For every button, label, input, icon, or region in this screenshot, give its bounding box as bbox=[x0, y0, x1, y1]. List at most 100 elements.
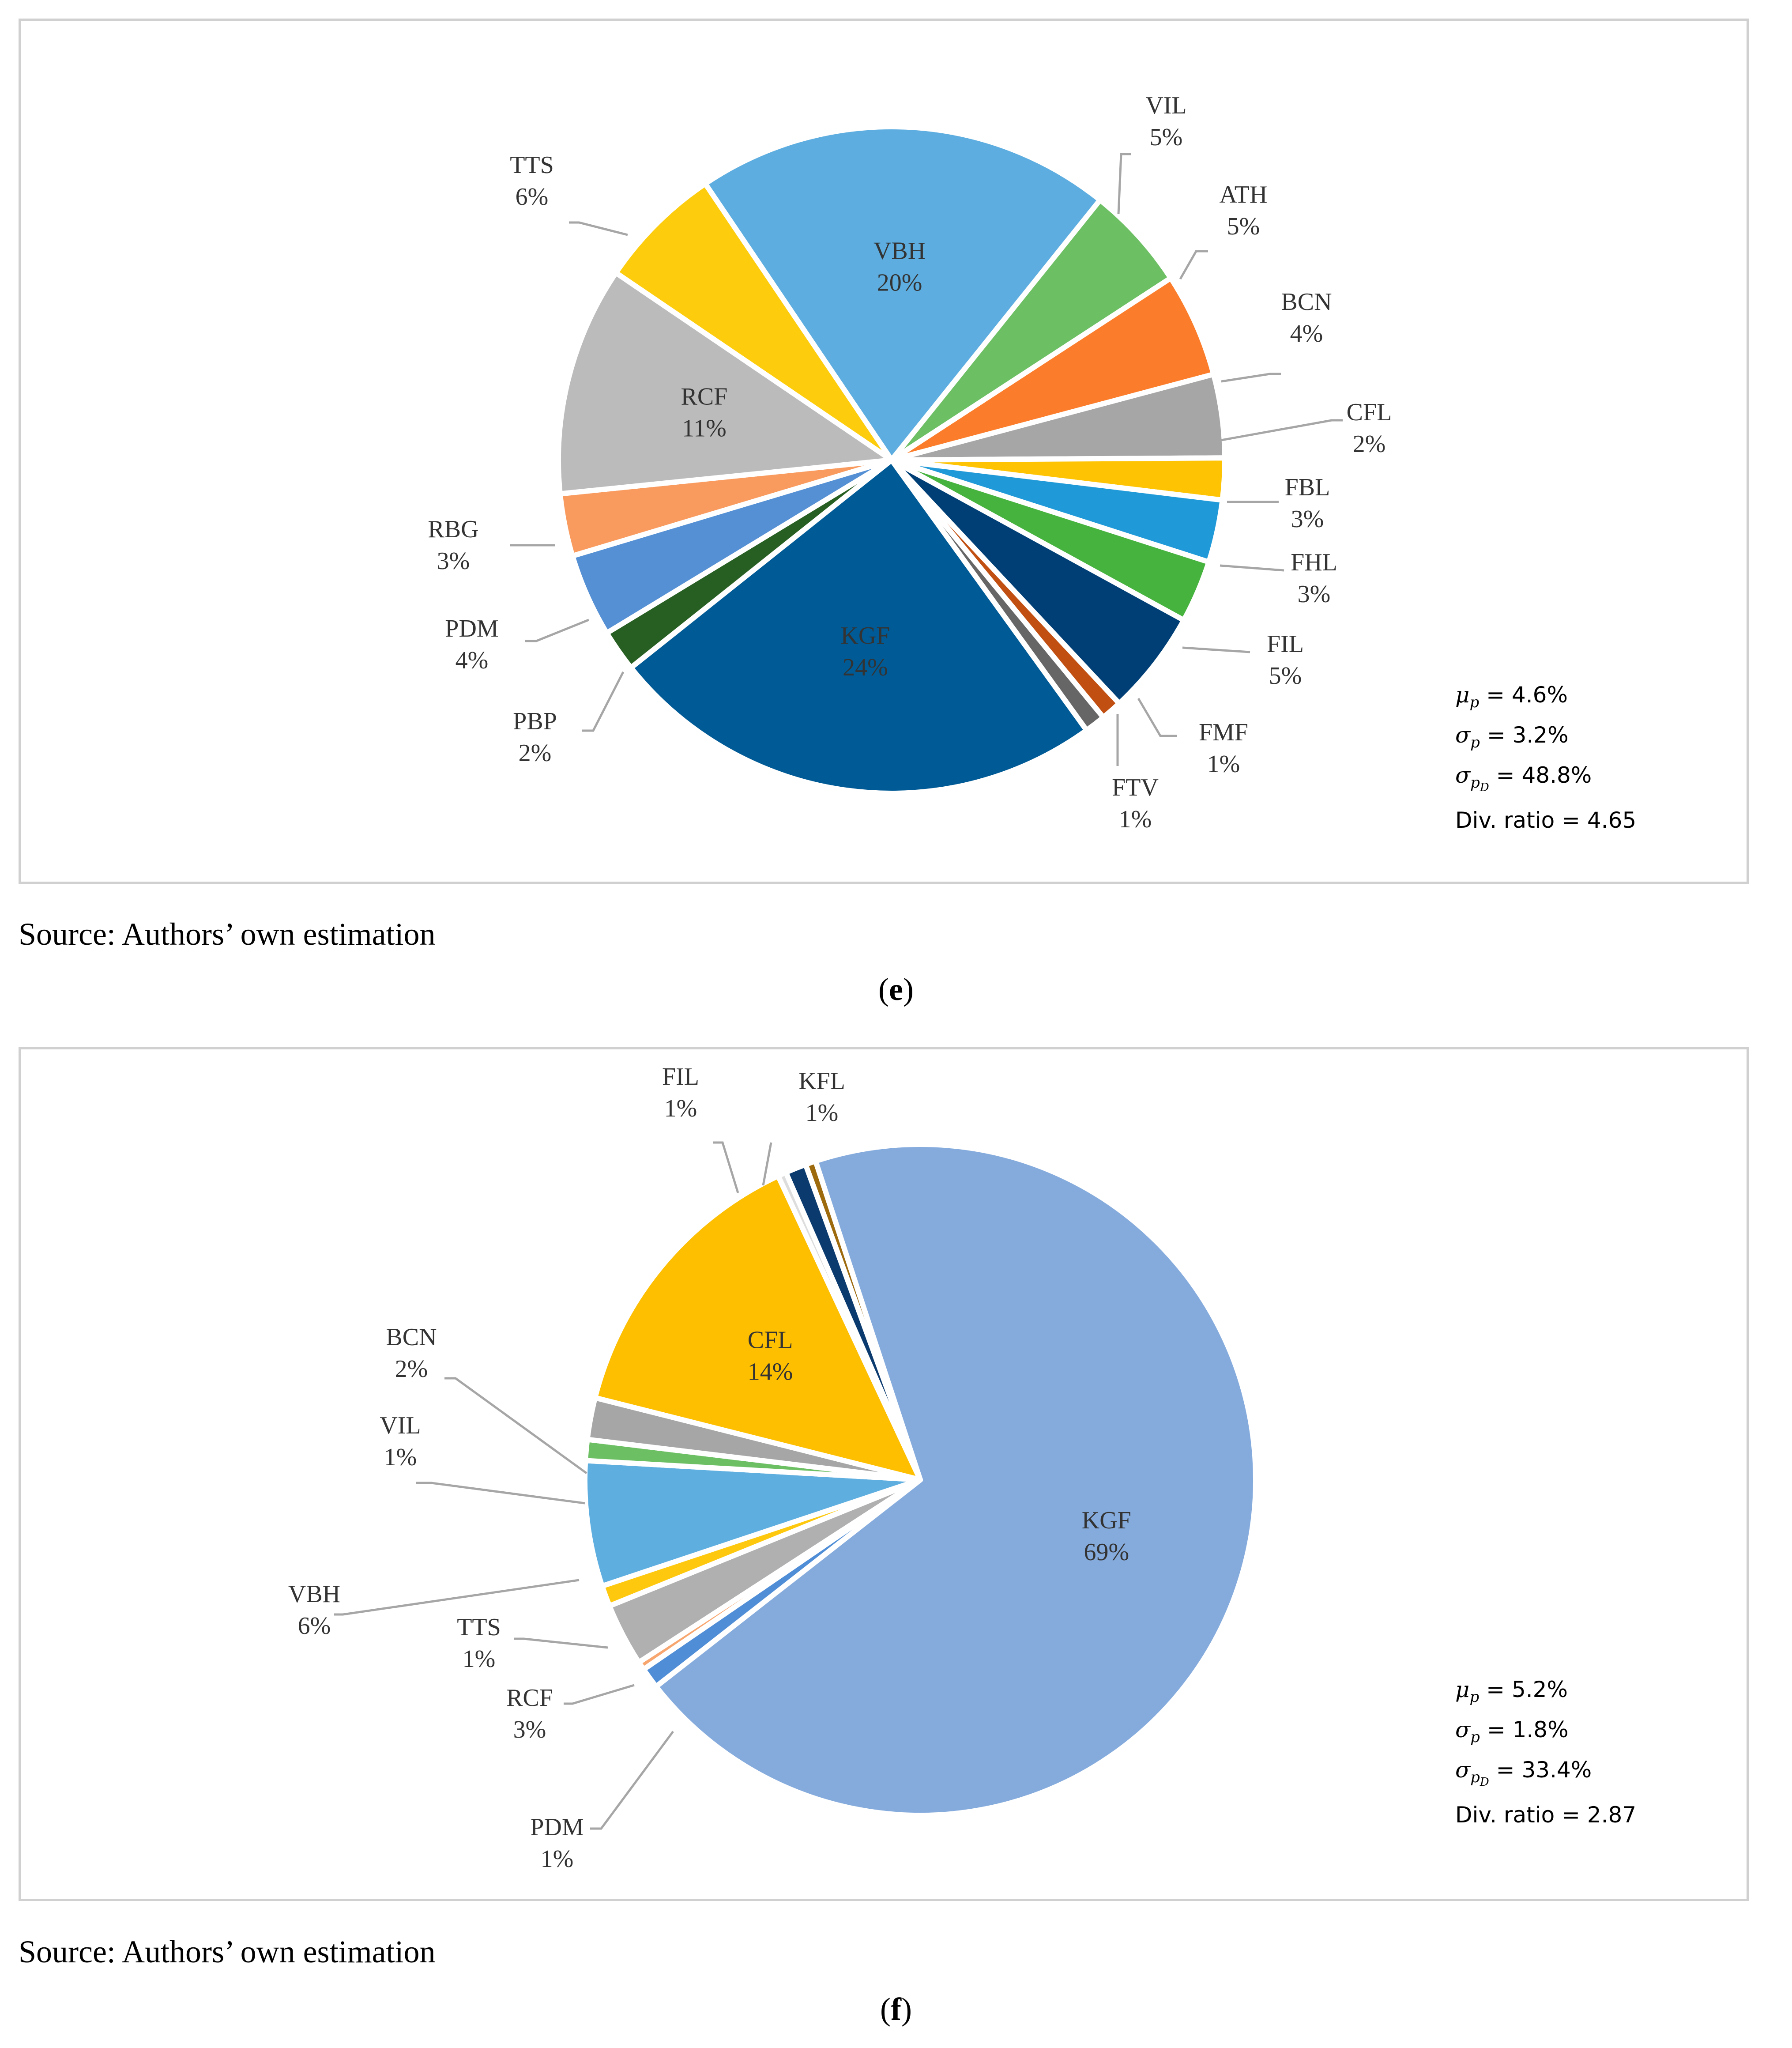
slice-label-pbp: PBP bbox=[513, 708, 557, 735]
leader-line-pdm bbox=[525, 619, 589, 642]
slice-pct-fhl: 3% bbox=[1298, 581, 1331, 608]
stat-sigma-f: σp = 1.8% bbox=[1455, 1717, 1569, 1746]
slice-pct-tts: 6% bbox=[516, 183, 549, 211]
pie-slices bbox=[556, 124, 1227, 796]
pie-slice-vbh bbox=[702, 124, 1103, 463]
slice-label-tts: TTS bbox=[510, 151, 554, 179]
leader-line-tts bbox=[514, 1637, 608, 1649]
slice-pct-rcf: 3% bbox=[513, 1716, 546, 1743]
pie-slice-vil bbox=[889, 197, 1174, 463]
pie-slice-kgf bbox=[628, 457, 1089, 796]
slice-label-bcn: BCN bbox=[1281, 288, 1332, 316]
slice-pct-rbg: 3% bbox=[437, 547, 470, 575]
slice-label-kfl: KFL bbox=[798, 1067, 845, 1095]
slice-pct-kfl: 1% bbox=[806, 1099, 839, 1127]
stat-sigma-d-f: σpD = 33.4% bbox=[1455, 1757, 1592, 1789]
pie-slice-fil bbox=[889, 457, 1187, 706]
slice-label-pdm: PDM bbox=[530, 1814, 584, 1841]
slice-pct-fmf: 1% bbox=[1207, 751, 1240, 778]
stats-box-f: μp = 5.2% σp = 1.8% σpD = 33.4% Div. rat… bbox=[1455, 1673, 1636, 1831]
slice-pct-ftv: 1% bbox=[1119, 806, 1152, 833]
leader-line-bcn bbox=[1221, 373, 1281, 383]
leader-line-ath bbox=[1179, 250, 1208, 280]
leader-lines bbox=[510, 153, 1343, 766]
slice-pct-bcn: 2% bbox=[395, 1355, 428, 1383]
slice-pct-rcf: 11% bbox=[682, 415, 727, 442]
slice-label-fhl: FHL bbox=[1291, 549, 1337, 576]
chart-panel-e: VBH 20% VIL 5% ATH 5% BCN 4% CFL 2% FBL 3% FHL 3% FIL 5… bbox=[19, 19, 1749, 884]
pie-slice-kgf bbox=[653, 1142, 1258, 1818]
leader-line-vil bbox=[1117, 153, 1131, 215]
leader-line-fhl bbox=[1220, 564, 1284, 572]
pie-slice-tts bbox=[613, 181, 894, 463]
slice-label-fbl: FBL bbox=[1285, 474, 1330, 501]
leader-line-vil bbox=[416, 1482, 585, 1505]
pie-slices bbox=[582, 1142, 1258, 1818]
source-note-e: Source: Authors’ own estimation bbox=[19, 917, 436, 952]
leader-line-kfl bbox=[762, 1142, 772, 1186]
slice-pct-vbh: 20% bbox=[877, 269, 922, 296]
pie-chart-e: VBH 20% VIL 5% ATH 5% BCN 4% CFL 2% FBL 3% FHL 3% FIL 5… bbox=[428, 92, 1392, 833]
slice-label-cfl: CFL bbox=[748, 1326, 793, 1354]
leader-line-cfl bbox=[1221, 419, 1343, 441]
slice-label-vil: VIL bbox=[1145, 92, 1186, 119]
slice-label-kgf: KGF bbox=[1082, 1507, 1131, 1534]
leader-line-fil bbox=[713, 1141, 739, 1193]
slice-label-kgf: KGF bbox=[840, 622, 890, 649]
leader-line-tts bbox=[569, 221, 628, 236]
slice-pct-kgf: 69% bbox=[1084, 1539, 1129, 1566]
stat-sigma-e: σp = 3.2% bbox=[1455, 722, 1569, 751]
slice-label-vbh: VBH bbox=[873, 237, 926, 264]
slice-label-rbg: RBG bbox=[428, 516, 478, 543]
slice-label-ftv: FTV bbox=[1112, 774, 1159, 801]
leader-line-pdm bbox=[590, 1731, 674, 1830]
stat-mean-e: μp = 4.6% bbox=[1455, 682, 1568, 711]
leader-line-vbh bbox=[334, 1579, 580, 1616]
slice-label-fil: FIL bbox=[1267, 630, 1304, 658]
pie-slice-cfl bbox=[592, 1173, 923, 1482]
slice-pct-fbl: 3% bbox=[1291, 505, 1324, 533]
slice-label-fmf: FMF bbox=[1199, 719, 1248, 746]
slice-pct-kgf: 24% bbox=[843, 654, 888, 681]
slice-pct-pdm: 1% bbox=[541, 1845, 574, 1873]
slice-pct-tts: 1% bbox=[463, 1645, 496, 1673]
stat-div-ratio-f: Div. ratio = 2.87 bbox=[1455, 1802, 1637, 1828]
slice-label-tts: TTS bbox=[457, 1614, 501, 1641]
data-labels: KFL 1% KGF 69% PDM 1% RCF 3% TTS 1% VBH 6% VIL 1% BCN 2… bbox=[288, 1063, 1131, 1873]
leader-line-fmf bbox=[1137, 698, 1177, 737]
slice-pct-vil: 5% bbox=[1150, 124, 1183, 151]
slice-pct-pbp: 2% bbox=[519, 739, 552, 767]
stats-box-e: μp = 4.6% σp = 3.2% σpD = 48.8% Div. rat… bbox=[1455, 679, 1636, 837]
slice-pct-cfl: 14% bbox=[748, 1358, 793, 1385]
data-labels: VBH 20% VIL 5% ATH 5% BCN 4% CFL 2% FBL 3% FHL 3% FIL 5… bbox=[428, 92, 1392, 833]
slice-pct-fil: 5% bbox=[1269, 662, 1302, 690]
leader-lines bbox=[334, 1141, 772, 1830]
stat-sigma-d-e: σpD = 48.8% bbox=[1455, 762, 1592, 794]
leader-line-rcf bbox=[564, 1684, 635, 1705]
slice-label-vil: VIL bbox=[380, 1412, 421, 1439]
slice-label-pdm: PDM bbox=[445, 615, 498, 642]
slice-pct-pdm: 4% bbox=[456, 647, 489, 674]
leader-line-pbp bbox=[582, 671, 625, 732]
leader-line-bcn bbox=[444, 1377, 587, 1475]
slice-pct-vbh: 6% bbox=[298, 1612, 331, 1640]
slice-pct-ath: 5% bbox=[1227, 213, 1260, 240]
slice-pct-vil: 1% bbox=[384, 1444, 417, 1471]
slice-label-cfl: CFL bbox=[1347, 399, 1392, 426]
slice-pct-fil: 1% bbox=[664, 1095, 697, 1122]
leader-line-fil bbox=[1182, 646, 1250, 653]
pie-slice-ath bbox=[889, 275, 1216, 463]
slice-label-vbh: VBH bbox=[288, 1580, 340, 1608]
slice-label-rcf: RCF bbox=[506, 1684, 553, 1712]
pie-slice-rcf bbox=[556, 270, 894, 497]
chart-panel-f: KFL 1% KGF 69% PDM 1% RCF 3% TTS 1% VBH 6% VIL 1% BCN 2… bbox=[19, 1047, 1749, 1901]
pie-slice-fil bbox=[783, 1162, 923, 1482]
slice-label-rcf: RCF bbox=[681, 383, 728, 411]
slice-pct-bcn: 4% bbox=[1290, 320, 1323, 347]
slice-label-ath: ATH bbox=[1220, 181, 1268, 208]
slice-label-fil: FIL bbox=[662, 1063, 699, 1090]
slice-pct-cfl: 2% bbox=[1353, 430, 1386, 458]
caption-e: (e) bbox=[878, 972, 914, 1007]
stat-div-ratio-e: Div. ratio = 4.65 bbox=[1455, 807, 1637, 833]
source-note-f: Source: Authors’ own estimation bbox=[19, 1934, 436, 1969]
